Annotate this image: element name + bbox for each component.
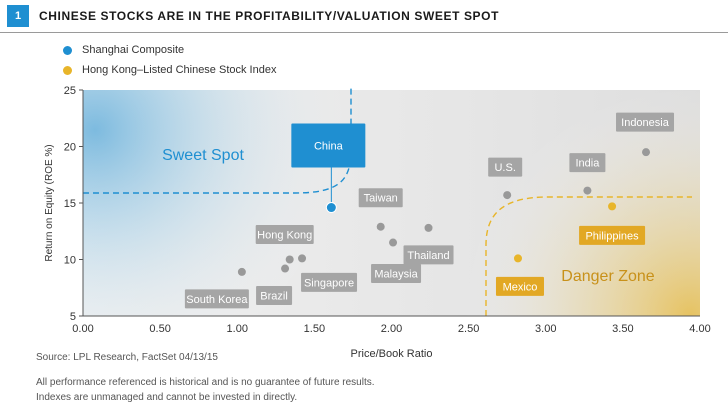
data-point-mexico — [513, 254, 522, 263]
legend-marker-shanghai-icon — [63, 45, 72, 55]
point-label-indonesia: Indonesia — [621, 117, 670, 129]
x-tick-label: 3.00 — [535, 323, 556, 335]
point-label-box-china — [291, 123, 366, 168]
x-tick-label: 2.00 — [381, 323, 402, 335]
x-axis-label: Price/Book Ratio — [351, 348, 433, 360]
point-label-box-brazil — [256, 286, 293, 306]
point-label-taiwan: Taiwan — [364, 193, 398, 205]
point-label-south-korea: South Korea — [186, 294, 248, 306]
legend-item-hong-kong: Hong Kong–Listed Chinese Stock Index — [63, 60, 276, 80]
data-point-south-korea — [237, 267, 246, 276]
x-tick-label: 4.00 — [689, 323, 710, 335]
point-label-box-south-korea — [184, 289, 249, 309]
point-label-box-singapore — [301, 272, 358, 292]
figure-number-badge: 1 — [7, 5, 29, 27]
header-divider — [0, 32, 728, 33]
data-point-thailand — [424, 223, 433, 232]
data-point-philippines — [608, 202, 617, 211]
point-label-box-taiwan — [358, 188, 403, 208]
y-tick-label: 25 — [64, 85, 76, 97]
point-label-box-philippines — [579, 225, 646, 245]
y-tick-label: 10 — [64, 255, 76, 267]
legend-item-shanghai: Shanghai Composite — [63, 40, 276, 60]
point-label-box-indonesia — [616, 112, 675, 132]
y-tick-label: 15 — [64, 198, 76, 210]
y-tick-label: 5 — [70, 311, 76, 323]
danger-zone-label: Danger Zone — [561, 268, 654, 285]
data-point-china — [325, 202, 337, 214]
x-tick-label: 1.50 — [304, 323, 325, 335]
data-point-hong-kong — [285, 255, 294, 264]
x-tick-label: 0.50 — [149, 323, 170, 335]
point-label-box-india — [569, 153, 606, 173]
legend: Shanghai Composite Hong Kong–Listed Chin… — [63, 40, 276, 80]
point-label-brazil: Brazil — [260, 291, 288, 303]
y-axis-label: Return on Equity (ROE %) — [44, 144, 55, 261]
disclaimer-line-2: Indexes are unmanaged and cannot be inve… — [36, 392, 298, 403]
disclaimer-line-1: All performance referenced is historical… — [36, 377, 375, 388]
y-tick-label: 20 — [64, 142, 76, 154]
data-point-indonesia — [642, 148, 651, 157]
source-note: Source: LPL Research, FactSet 04/13/15 — [36, 352, 218, 363]
x-tick-label: 0.00 — [72, 323, 93, 335]
legend-marker-hong-kong-icon — [63, 65, 72, 75]
data-point-brazil — [281, 264, 290, 273]
point-label-thailand: Thailand — [407, 250, 449, 262]
data-point-singapore — [298, 254, 307, 263]
danger-zone-boundary — [485, 196, 692, 316]
figure-header: 1 CHINESE STOCKS ARE IN THE PROFITABILIT… — [0, 0, 728, 32]
point-label-malaysia: Malaysia — [374, 269, 418, 281]
point-label-mexico: Mexico — [503, 281, 538, 293]
x-tick-label: 1.00 — [227, 323, 248, 335]
x-tick-label: 2.50 — [458, 323, 479, 335]
data-point-u-s- — [503, 191, 512, 200]
point-label-india: India — [575, 158, 600, 170]
x-tick-label: 3.50 — [612, 323, 633, 335]
chart-title: CHINESE STOCKS ARE IN THE PROFITABILITY/… — [39, 9, 500, 23]
data-point-india — [583, 186, 592, 195]
point-label-u-s-: U.S. — [494, 162, 515, 174]
point-label-singapore: Singapore — [304, 277, 354, 289]
point-label-box-malaysia — [371, 264, 422, 284]
sweet-spot-label: Sweet Spot — [162, 147, 244, 164]
point-label-philippines: Philippines — [585, 230, 639, 242]
legend-label-shanghai: Shanghai Composite — [82, 44, 185, 56]
data-point-taiwan — [376, 222, 385, 231]
point-label-box-thailand — [403, 245, 454, 265]
point-label-hong-kong: Hong Kong — [257, 230, 312, 242]
point-label-china: China — [314, 141, 344, 153]
data-point-malaysia — [389, 238, 398, 247]
point-label-box-hong-kong — [255, 225, 314, 244]
point-label-box-mexico — [495, 276, 544, 296]
legend-label-hong-kong: Hong Kong–Listed Chinese Stock Index — [82, 64, 277, 76]
point-label-box-u-s- — [488, 157, 523, 177]
